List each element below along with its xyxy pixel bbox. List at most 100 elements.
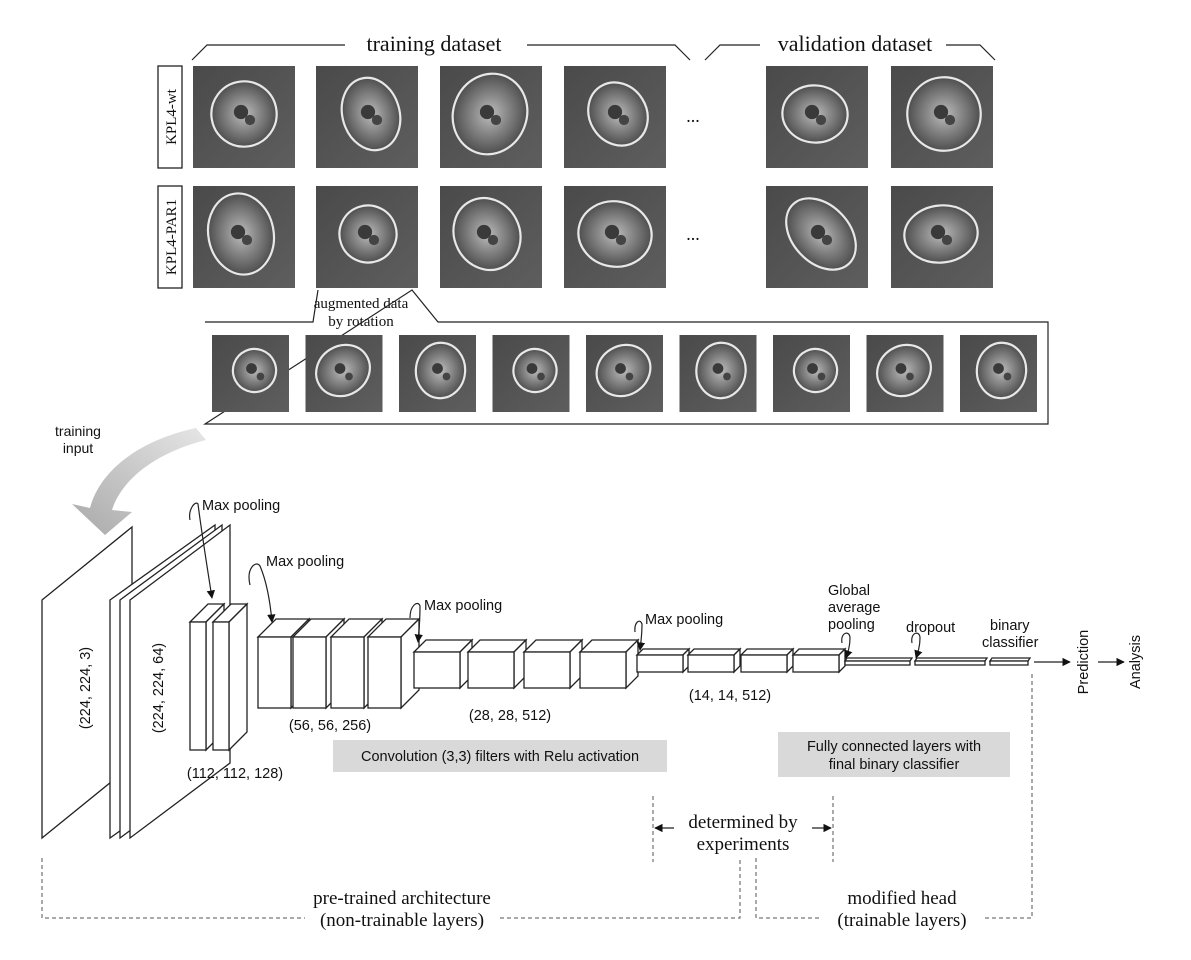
cell-nucleus xyxy=(804,104,820,120)
sample-image-r1-c5 xyxy=(766,66,868,168)
network: Max pooling Max pooling Max pooling Max … xyxy=(41,498,1144,840)
cell-nucleolus xyxy=(345,372,353,381)
augmentation-panel: augmented data by rotation xyxy=(202,289,1049,425)
training-input-line2: input xyxy=(63,440,93,456)
sample-images xyxy=(193,66,993,288)
block5-layer-1 xyxy=(635,647,691,674)
shape-block1: (224, 224, 64) xyxy=(151,643,167,733)
pretrained-label-2: (non-trainable layers) xyxy=(320,910,484,931)
fc-layers xyxy=(843,657,1032,666)
block5-layer-2 xyxy=(686,647,742,674)
ellipsis-row1: ... xyxy=(686,106,700,126)
conv-blocks xyxy=(188,602,847,752)
cell-nucleolus xyxy=(625,372,634,381)
cell-nucleolus xyxy=(256,372,265,381)
cell-nucleus xyxy=(810,224,826,240)
augmented-image-2 xyxy=(305,335,383,412)
cell-nucleus xyxy=(712,363,724,374)
cell-nucleus xyxy=(604,224,620,240)
cell-nucleus xyxy=(526,363,538,374)
cell-nucleolus xyxy=(490,114,502,126)
augmented-image-6 xyxy=(679,335,757,412)
brackets: determined by experiments pre-trained ar… xyxy=(41,672,1033,931)
augmented-images xyxy=(212,335,1037,412)
sample-image-r1-c2 xyxy=(316,66,418,168)
block4-layer-1 xyxy=(412,638,474,690)
block4-layer-4 xyxy=(578,638,640,690)
dataset-header: training dataset validation dataset xyxy=(191,31,996,61)
row-label-par1: KPL4-PAR1 xyxy=(157,185,183,289)
svg-text:KPL4-PAR1: KPL4-PAR1 xyxy=(164,199,180,275)
sample-image-r1-c3 xyxy=(440,66,542,168)
block4-layer-3 xyxy=(522,638,584,690)
svg-text:KPL4-wt: KPL4-wt xyxy=(164,88,180,145)
max-pooling-label-1: Max pooling xyxy=(202,498,280,514)
max-pooling-label-4: Max pooling xyxy=(645,612,723,628)
cell-nucleolus xyxy=(618,114,630,126)
augmented-image-5 xyxy=(586,335,663,412)
training-input-arrow: training input xyxy=(55,423,206,535)
max-pooling-label-3: Max pooling xyxy=(424,598,502,614)
cell-nucleolus xyxy=(537,372,545,381)
block4-layer-2 xyxy=(466,638,528,690)
augmented-image-3 xyxy=(399,335,476,412)
cell-nucleolus xyxy=(487,234,499,246)
fc-caption-1: Fully connected layers with xyxy=(807,739,981,755)
cell-nucleus xyxy=(357,224,373,240)
sample-image-r2-c3 xyxy=(440,186,542,288)
sample-image-r2-c4 xyxy=(564,186,666,288)
sample-image-r2-c5 xyxy=(766,186,868,288)
cell-nucleus xyxy=(933,104,949,120)
shape-block3: (56, 56, 256) xyxy=(289,718,371,734)
cell-nucleolus xyxy=(368,234,380,246)
augmented-caption-2: by rotation xyxy=(328,314,394,330)
cell-nucleus xyxy=(930,224,946,240)
cell-nucleus xyxy=(993,363,1004,374)
cell-nucleolus xyxy=(944,114,956,126)
augmented-image-7 xyxy=(773,335,850,412)
conv-caption-box xyxy=(333,740,667,772)
determined-label-1: determined by xyxy=(688,812,798,833)
cell-nucleolus xyxy=(821,234,833,246)
cell-nucleolus xyxy=(371,114,383,126)
cell-nucleolus xyxy=(817,372,826,381)
cell-nucleolus xyxy=(615,234,627,246)
augmented-caption-1: augmented data xyxy=(314,296,409,312)
shape-block2: (112, 112, 128) xyxy=(187,766,283,782)
cell-nucleus xyxy=(334,363,346,374)
augmented-image-8 xyxy=(866,335,944,412)
sample-image-r2-c6 xyxy=(891,186,993,288)
cell-nucleus xyxy=(479,104,495,120)
analysis-label: Analysis xyxy=(1128,635,1144,689)
cell-nucleus xyxy=(615,363,626,374)
pretrained-label-1: pre-trained architecture xyxy=(313,888,491,909)
cell-nucleus xyxy=(895,363,907,374)
cell-nucleus xyxy=(230,224,246,240)
prediction-label: Prediction xyxy=(1076,630,1092,694)
sample-image-r2-c2 xyxy=(316,186,418,288)
augmented-image-4 xyxy=(492,335,570,412)
gap-label-1: Global xyxy=(828,583,870,599)
cell-nucleus xyxy=(246,363,257,374)
ellipsis-row2: ... xyxy=(686,224,700,244)
determined-label-2: experiments xyxy=(697,834,790,855)
cell-nucleus xyxy=(432,363,443,374)
validation-dataset-label: validation dataset xyxy=(778,31,933,56)
head-label-2: (trainable layers) xyxy=(837,910,966,931)
sample-image-r1-c6 xyxy=(891,66,993,168)
shape-input: (224, 224, 3) xyxy=(78,647,94,729)
block3-layer-4 xyxy=(366,617,421,710)
fc-caption-2: final binary classifier xyxy=(829,757,960,773)
sample-image-r1-c4 xyxy=(564,66,666,168)
cell-nucleolus xyxy=(1003,372,1012,381)
cell-nucleus xyxy=(476,224,492,240)
cell-nucleolus xyxy=(244,114,256,126)
dropout-label: dropout xyxy=(906,620,955,636)
cell-nucleus xyxy=(360,104,376,120)
training-input-line1: training xyxy=(55,423,101,439)
shape-block4: (28, 28, 512) xyxy=(469,708,551,724)
block5-layer-3 xyxy=(739,647,795,674)
training-dataset-label: training dataset xyxy=(366,31,501,56)
